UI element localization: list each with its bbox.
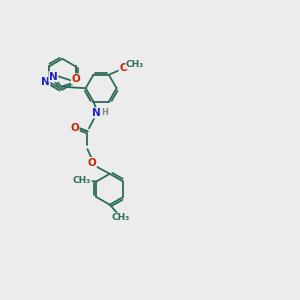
Text: N: N [49, 72, 58, 82]
Text: H: H [101, 108, 108, 117]
Text: O: O [70, 123, 79, 133]
Text: N: N [92, 108, 101, 118]
Text: N: N [41, 77, 50, 87]
Text: O: O [88, 158, 96, 167]
Text: O: O [71, 74, 80, 84]
Text: CH₃: CH₃ [126, 60, 144, 69]
Text: CH₃: CH₃ [111, 213, 130, 222]
Text: CH₃: CH₃ [73, 176, 91, 184]
Text: O: O [119, 63, 128, 73]
